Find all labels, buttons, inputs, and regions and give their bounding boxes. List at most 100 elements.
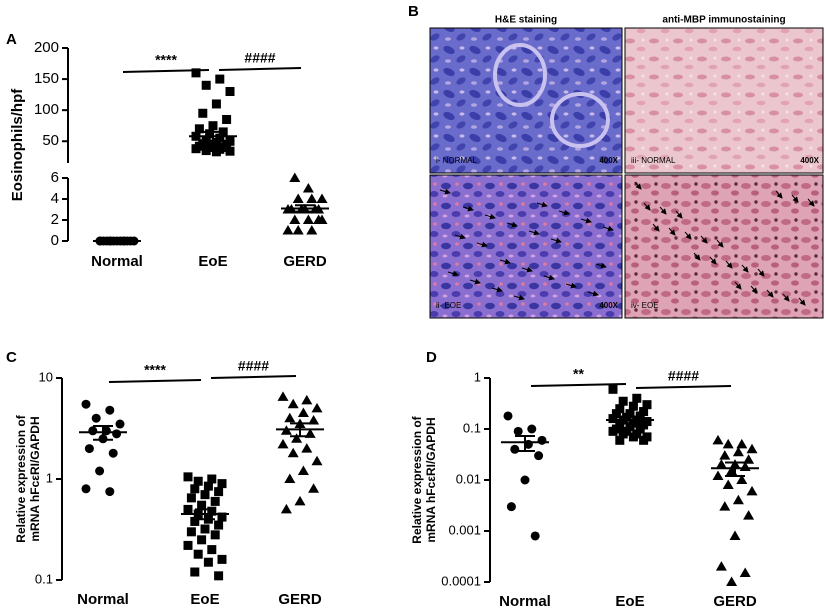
data-point bbox=[712, 470, 724, 480]
micrograph bbox=[624, 174, 824, 319]
significance-label: **** bbox=[144, 362, 166, 378]
arrow bbox=[454, 233, 466, 240]
arrow bbox=[659, 206, 667, 215]
arrow bbox=[675, 210, 683, 219]
tissue-whorl bbox=[493, 43, 547, 107]
data-point bbox=[183, 472, 193, 482]
micrograph bbox=[624, 27, 824, 174]
arrow bbox=[798, 297, 806, 306]
data-point bbox=[729, 530, 741, 540]
arrow bbox=[602, 225, 614, 232]
panel-label: A bbox=[6, 31, 17, 48]
data-point bbox=[289, 214, 301, 224]
y-tick-label: 1 bbox=[474, 369, 481, 384]
data-point bbox=[520, 475, 530, 485]
data-point bbox=[214, 571, 224, 581]
image-label: iv- EOE bbox=[631, 301, 659, 310]
arrow bbox=[741, 264, 749, 273]
arrow bbox=[643, 202, 651, 211]
y-tick-label: 0.01 bbox=[456, 471, 481, 486]
data-point bbox=[197, 535, 207, 545]
data-point bbox=[632, 393, 642, 403]
x-tick-label: GERD bbox=[283, 253, 327, 270]
data-point bbox=[608, 414, 618, 424]
data-point bbox=[608, 426, 618, 436]
data-point bbox=[81, 399, 91, 409]
x-tick-label: Normal bbox=[91, 253, 143, 270]
y-tick-label: 0.0001 bbox=[441, 573, 481, 588]
data-point bbox=[527, 424, 537, 434]
data-point bbox=[503, 411, 513, 421]
data-point bbox=[284, 473, 296, 483]
y-tick-label: 0.1 bbox=[463, 420, 481, 435]
error-bar bbox=[195, 508, 215, 521]
data-point bbox=[297, 465, 309, 476]
data-point bbox=[287, 398, 299, 409]
data-point bbox=[190, 484, 200, 494]
data-point bbox=[183, 540, 193, 550]
arrow bbox=[484, 213, 496, 220]
data-point bbox=[301, 443, 313, 453]
data-point bbox=[190, 567, 200, 577]
data-point bbox=[214, 520, 224, 530]
y-tick-label: 0.1 bbox=[35, 571, 53, 586]
arrow bbox=[580, 217, 592, 224]
y-tick-label: 4 bbox=[51, 190, 59, 207]
y-tick-label: 200 bbox=[34, 39, 59, 56]
y-tick-label: 0.001 bbox=[448, 522, 481, 537]
data-point bbox=[225, 87, 235, 97]
data-point bbox=[743, 454, 755, 464]
data-point bbox=[217, 512, 227, 522]
magnification: 400X bbox=[599, 301, 618, 310]
data-point bbox=[628, 432, 638, 442]
arrow bbox=[491, 286, 503, 293]
data-point bbox=[112, 429, 122, 439]
significance-label: ** bbox=[573, 366, 584, 382]
image-label: iii- NORMAL bbox=[631, 156, 676, 165]
data-point bbox=[746, 485, 758, 496]
data-point bbox=[513, 426, 523, 436]
data-point bbox=[292, 193, 304, 203]
data-point bbox=[537, 435, 547, 445]
arrow bbox=[499, 258, 511, 265]
data-point bbox=[203, 557, 213, 567]
y-axis-label: mRNA hFcεRI/GAPDH bbox=[28, 416, 42, 541]
data-point bbox=[736, 474, 748, 484]
tissue-whorl bbox=[550, 92, 610, 148]
data-point bbox=[510, 444, 520, 454]
panel-label: C bbox=[6, 349, 17, 366]
data-point bbox=[732, 494, 744, 505]
data-point bbox=[302, 183, 314, 193]
data-point bbox=[197, 500, 207, 510]
arrow bbox=[775, 190, 783, 199]
data-point bbox=[736, 438, 748, 449]
data-point bbox=[311, 402, 323, 413]
arrow bbox=[536, 201, 548, 208]
data-point bbox=[715, 459, 727, 469]
data-point bbox=[732, 446, 744, 457]
x-tick-label: Normal bbox=[499, 593, 551, 610]
data-point bbox=[203, 481, 213, 491]
arrow bbox=[634, 181, 642, 190]
micrograph bbox=[429, 174, 623, 319]
data-point bbox=[217, 554, 227, 564]
data-point bbox=[639, 435, 649, 445]
data-point bbox=[743, 510, 755, 520]
arrow bbox=[734, 281, 742, 290]
data-point bbox=[313, 214, 325, 224]
data-point bbox=[105, 405, 115, 415]
significance-bar bbox=[218, 67, 302, 71]
arrow bbox=[766, 289, 774, 298]
arrow bbox=[528, 229, 540, 236]
error-bar bbox=[725, 461, 745, 477]
panel-label: D bbox=[426, 349, 437, 366]
data-point bbox=[615, 404, 625, 414]
data-point bbox=[214, 487, 224, 497]
y-axis-label: Relative expression of bbox=[410, 415, 424, 543]
column-header: anti-MBP immunostaining bbox=[662, 15, 785, 26]
error-bar bbox=[93, 424, 113, 441]
data-point bbox=[191, 68, 201, 78]
data-point bbox=[105, 487, 115, 497]
data-point bbox=[200, 490, 210, 500]
